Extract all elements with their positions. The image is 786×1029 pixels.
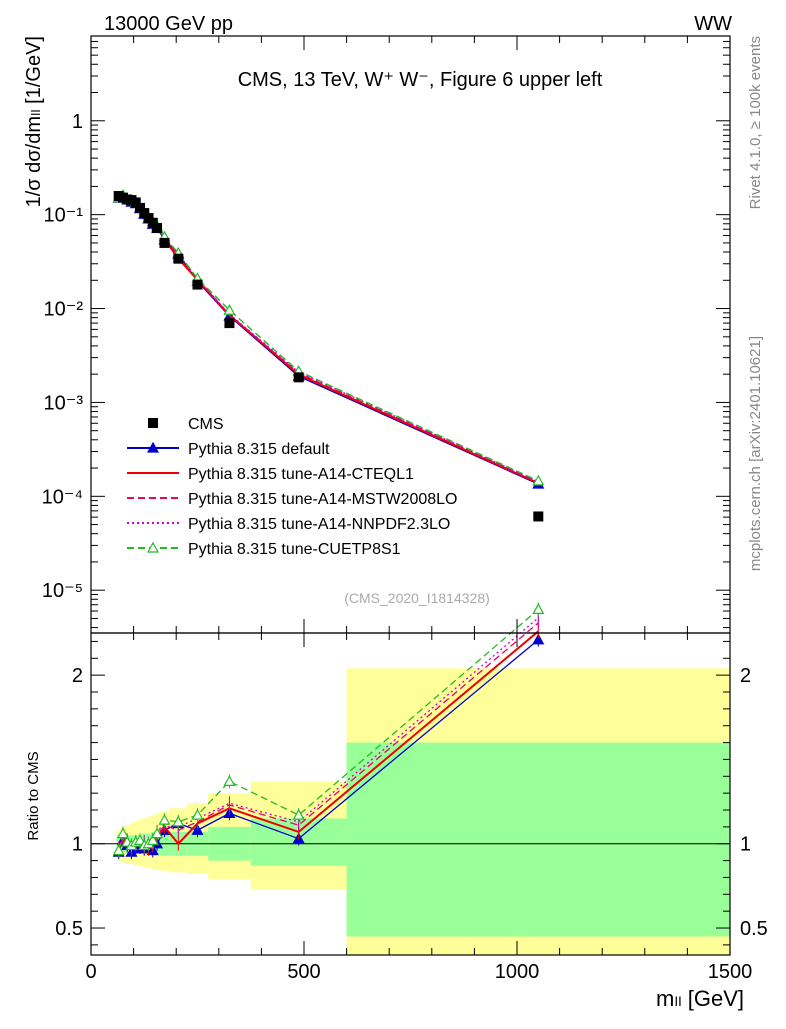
main-y-tick-label: 10⁻¹ [44, 205, 84, 227]
side-label-top: Rivet 4.1.0, ≥ 100k events [747, 36, 764, 209]
side-label-bottom: mcplots.cern.ch [arXiv:2401.10621] [747, 336, 764, 571]
main-series-line-4 [118, 194, 539, 482]
main-data-points [113, 191, 544, 522]
legend-marker [146, 441, 160, 453]
ratio-series-point-4 [158, 813, 171, 825]
main-plot-frame [90, 35, 731, 634]
ratio-y-tick-label-right: 2 [740, 665, 751, 687]
ratio-series-line-3 [118, 617, 539, 849]
ratio-series-point-4 [116, 827, 129, 839]
main-y-tick-label: 10⁻² [44, 299, 84, 321]
x-axis-label: mₗₗ [GeV] [656, 986, 744, 1011]
ratio-series-point-4 [292, 808, 305, 820]
legend-label: CMS [188, 416, 224, 433]
ratio-series-point-4 [112, 844, 125, 856]
legend-label: Pythia 8.315 tune-A14-CTEQL1 [188, 466, 414, 483]
ratio-series-point-0 [532, 633, 545, 645]
legend-label: Pythia 8.315 tune-CUETP8S1 [188, 541, 401, 558]
header-left: 13000 GeV pp [104, 13, 233, 35]
ratio-y-tick-label-right: 1 [740, 834, 751, 856]
main-y-tick-label: 10⁻³ [44, 392, 84, 414]
data-point [134, 202, 145, 213]
main-series-line-2 [118, 195, 539, 483]
main-series-point-4 [532, 474, 545, 486]
main-y-tick-label: 1 [72, 111, 83, 133]
legend-marker-data [148, 418, 158, 428]
x-tick-label: 1000 [495, 961, 540, 983]
main-y-tick-label: 10⁻⁵ [42, 580, 83, 602]
data-point [147, 217, 158, 228]
ratio-y-tick-label: 1 [72, 834, 83, 856]
ratio-plot-frame [90, 632, 731, 956]
legend-label: Pythia 8.315 tune-A14-MSTW2008LO [188, 491, 457, 508]
analysis-label: (CMS_2020_I1814328) [344, 590, 490, 606]
ratio-series-point-4 [133, 834, 147, 845]
main-series-line-3 [118, 194, 539, 483]
legend: CMS Pythia 8.315 default Pythia 8.315 tune… [127, 416, 457, 558]
ratio-inner-band [346, 742, 730, 937]
ratio-y-tick-label-right: 0.5 [740, 918, 768, 940]
data-point [152, 223, 163, 234]
data-point [130, 197, 141, 208]
main-title: CMS, 13 TeV, W⁺ W⁻, Figure 6 upper left [238, 69, 603, 91]
main-y-tick-label: 10⁻⁴ [42, 486, 83, 508]
data-point [224, 318, 235, 329]
data-point [192, 279, 203, 290]
ratio-series-point-4 [172, 815, 185, 827]
header-right: WW [694, 13, 732, 35]
legend-label: Pythia 8.315 tune-A14-NNPDF2.3LO [188, 516, 450, 533]
main-y-axis-label: 1/σ dσ/dmₗₗ [1/GeV] [23, 36, 45, 207]
x-tick-label: 500 [287, 961, 320, 983]
x-tick-label: 1500 [708, 961, 753, 983]
ratio-uncertainty-bands [91, 668, 730, 955]
ratio-y-tick-label: 0.5 [55, 918, 83, 940]
ratio-series-point-4 [223, 775, 236, 786]
data-point [159, 237, 170, 248]
data-point [533, 511, 544, 522]
ratio-series-point-4 [146, 834, 159, 845]
ratio-y-axis-label: Ratio to CMS [25, 751, 42, 840]
ratio-series-point-4 [532, 603, 545, 614]
ratio-y-tick-label: 2 [72, 665, 83, 687]
ratio-series-group [112, 602, 545, 860]
legend-label: Pythia 8.315 default [188, 441, 330, 458]
main-series-point-4 [223, 303, 236, 315]
ratio-series-point-4 [191, 808, 204, 820]
legend-marker [146, 541, 160, 553]
axes-group: 10⁻⁵ 10⁻⁴ 10⁻³ 10⁻² 10⁻¹ 1 0 500 1000 1500 0.5 0.5 1… [42, 35, 768, 983]
x-tick-label: 0 [85, 961, 96, 983]
data-point [173, 253, 184, 264]
data-point [293, 372, 304, 383]
ratio-series-point-4 [151, 827, 164, 839]
